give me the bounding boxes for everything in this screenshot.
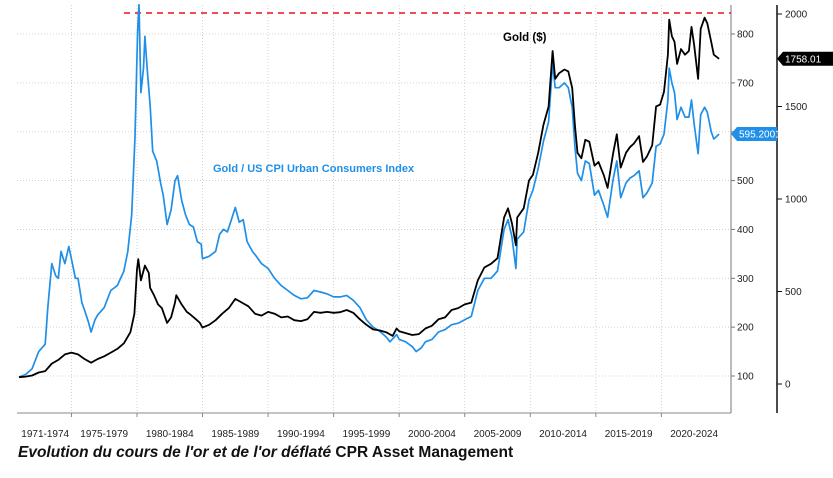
- left-tick-label-500: 500: [737, 176, 754, 187]
- x-tick-label-2000-2004: 2000-2004: [408, 429, 456, 440]
- x-tick-label-1975-1979: 1975-1979: [80, 429, 128, 440]
- series-label-gold-deflated: Gold / US CPI Urban Consumers Index: [213, 163, 415, 175]
- left-tick-label-400: 400: [737, 225, 754, 236]
- chart-caption: Evolution du cours de l'or et de l'or dé…: [18, 444, 513, 462]
- right-tick-label-2000: 2000: [785, 10, 808, 21]
- last-value-badge-gold: 1758.01: [777, 51, 833, 66]
- x-tick-label-1971-1974: 1971-1974: [21, 429, 69, 440]
- x-tick-label-2015-2019: 2015-2019: [605, 429, 653, 440]
- left-tick-label-800: 800: [737, 30, 754, 41]
- gridlines: [17, 5, 731, 413]
- x-tick-label-1980-1984: 1980-1984: [146, 429, 194, 440]
- left-tick-label-300: 300: [737, 274, 754, 285]
- x-tick-label-1990-1994: 1990-1994: [277, 429, 325, 440]
- x-tick-label-2020-2024: 2020-2024: [670, 429, 718, 440]
- last-value-badge-deflated: 595.2001: [731, 127, 781, 142]
- series-label-gold-usd: Gold ($): [503, 32, 547, 44]
- x-tick-label-2010-2014: 2010-2014: [539, 429, 587, 440]
- last-value-badge-gold-bg: [777, 51, 833, 66]
- left-tick-label-700: 700: [737, 78, 754, 89]
- x-tick-label-2005-2009: 2005-2009: [474, 429, 522, 440]
- x-tick-label-1995-1999: 1995-1999: [342, 429, 390, 440]
- right-tick-label-0: 0: [785, 380, 791, 391]
- x-axis: 1971-1974 1975-1979 1980-1984 1985-1989 1990…: [21, 413, 719, 440]
- last-value-label-deflated: 595.2001: [739, 130, 781, 141]
- left-value-axis: 100200300400500600700800: [731, 30, 754, 383]
- last-value-badge-deflated-bg: [731, 127, 777, 142]
- caption-source: CPR Asset Management: [335, 444, 514, 461]
- right-tick-label-1000: 1000: [785, 195, 808, 206]
- left-tick-label-100: 100: [737, 372, 754, 383]
- last-value-label-gold: 1758.01: [785, 54, 822, 65]
- left-tick-label-200: 200: [737, 323, 754, 334]
- caption-title: Evolution du cours de l'or et de l'or dé…: [18, 444, 332, 461]
- series-line-gold-deflated: [18, 3, 720, 378]
- series-line-gold-usd: [18, 16, 720, 379]
- right-tick-label-500: 500: [785, 287, 802, 298]
- right-value-axis: 0 500 1000 1500 2000: [777, 10, 808, 391]
- right-tick-label-1500: 1500: [785, 102, 808, 113]
- x-tick-label-1985-1989: 1985-1989: [211, 429, 259, 440]
